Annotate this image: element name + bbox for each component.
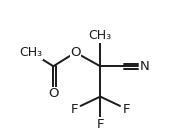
Text: CH₃: CH₃ bbox=[20, 46, 43, 59]
Text: N: N bbox=[140, 60, 149, 73]
Text: O: O bbox=[70, 46, 81, 59]
Text: F: F bbox=[70, 103, 78, 116]
Text: CH₃: CH₃ bbox=[89, 29, 112, 42]
Text: F: F bbox=[97, 118, 104, 131]
Text: O: O bbox=[48, 87, 59, 100]
Text: F: F bbox=[123, 103, 130, 116]
